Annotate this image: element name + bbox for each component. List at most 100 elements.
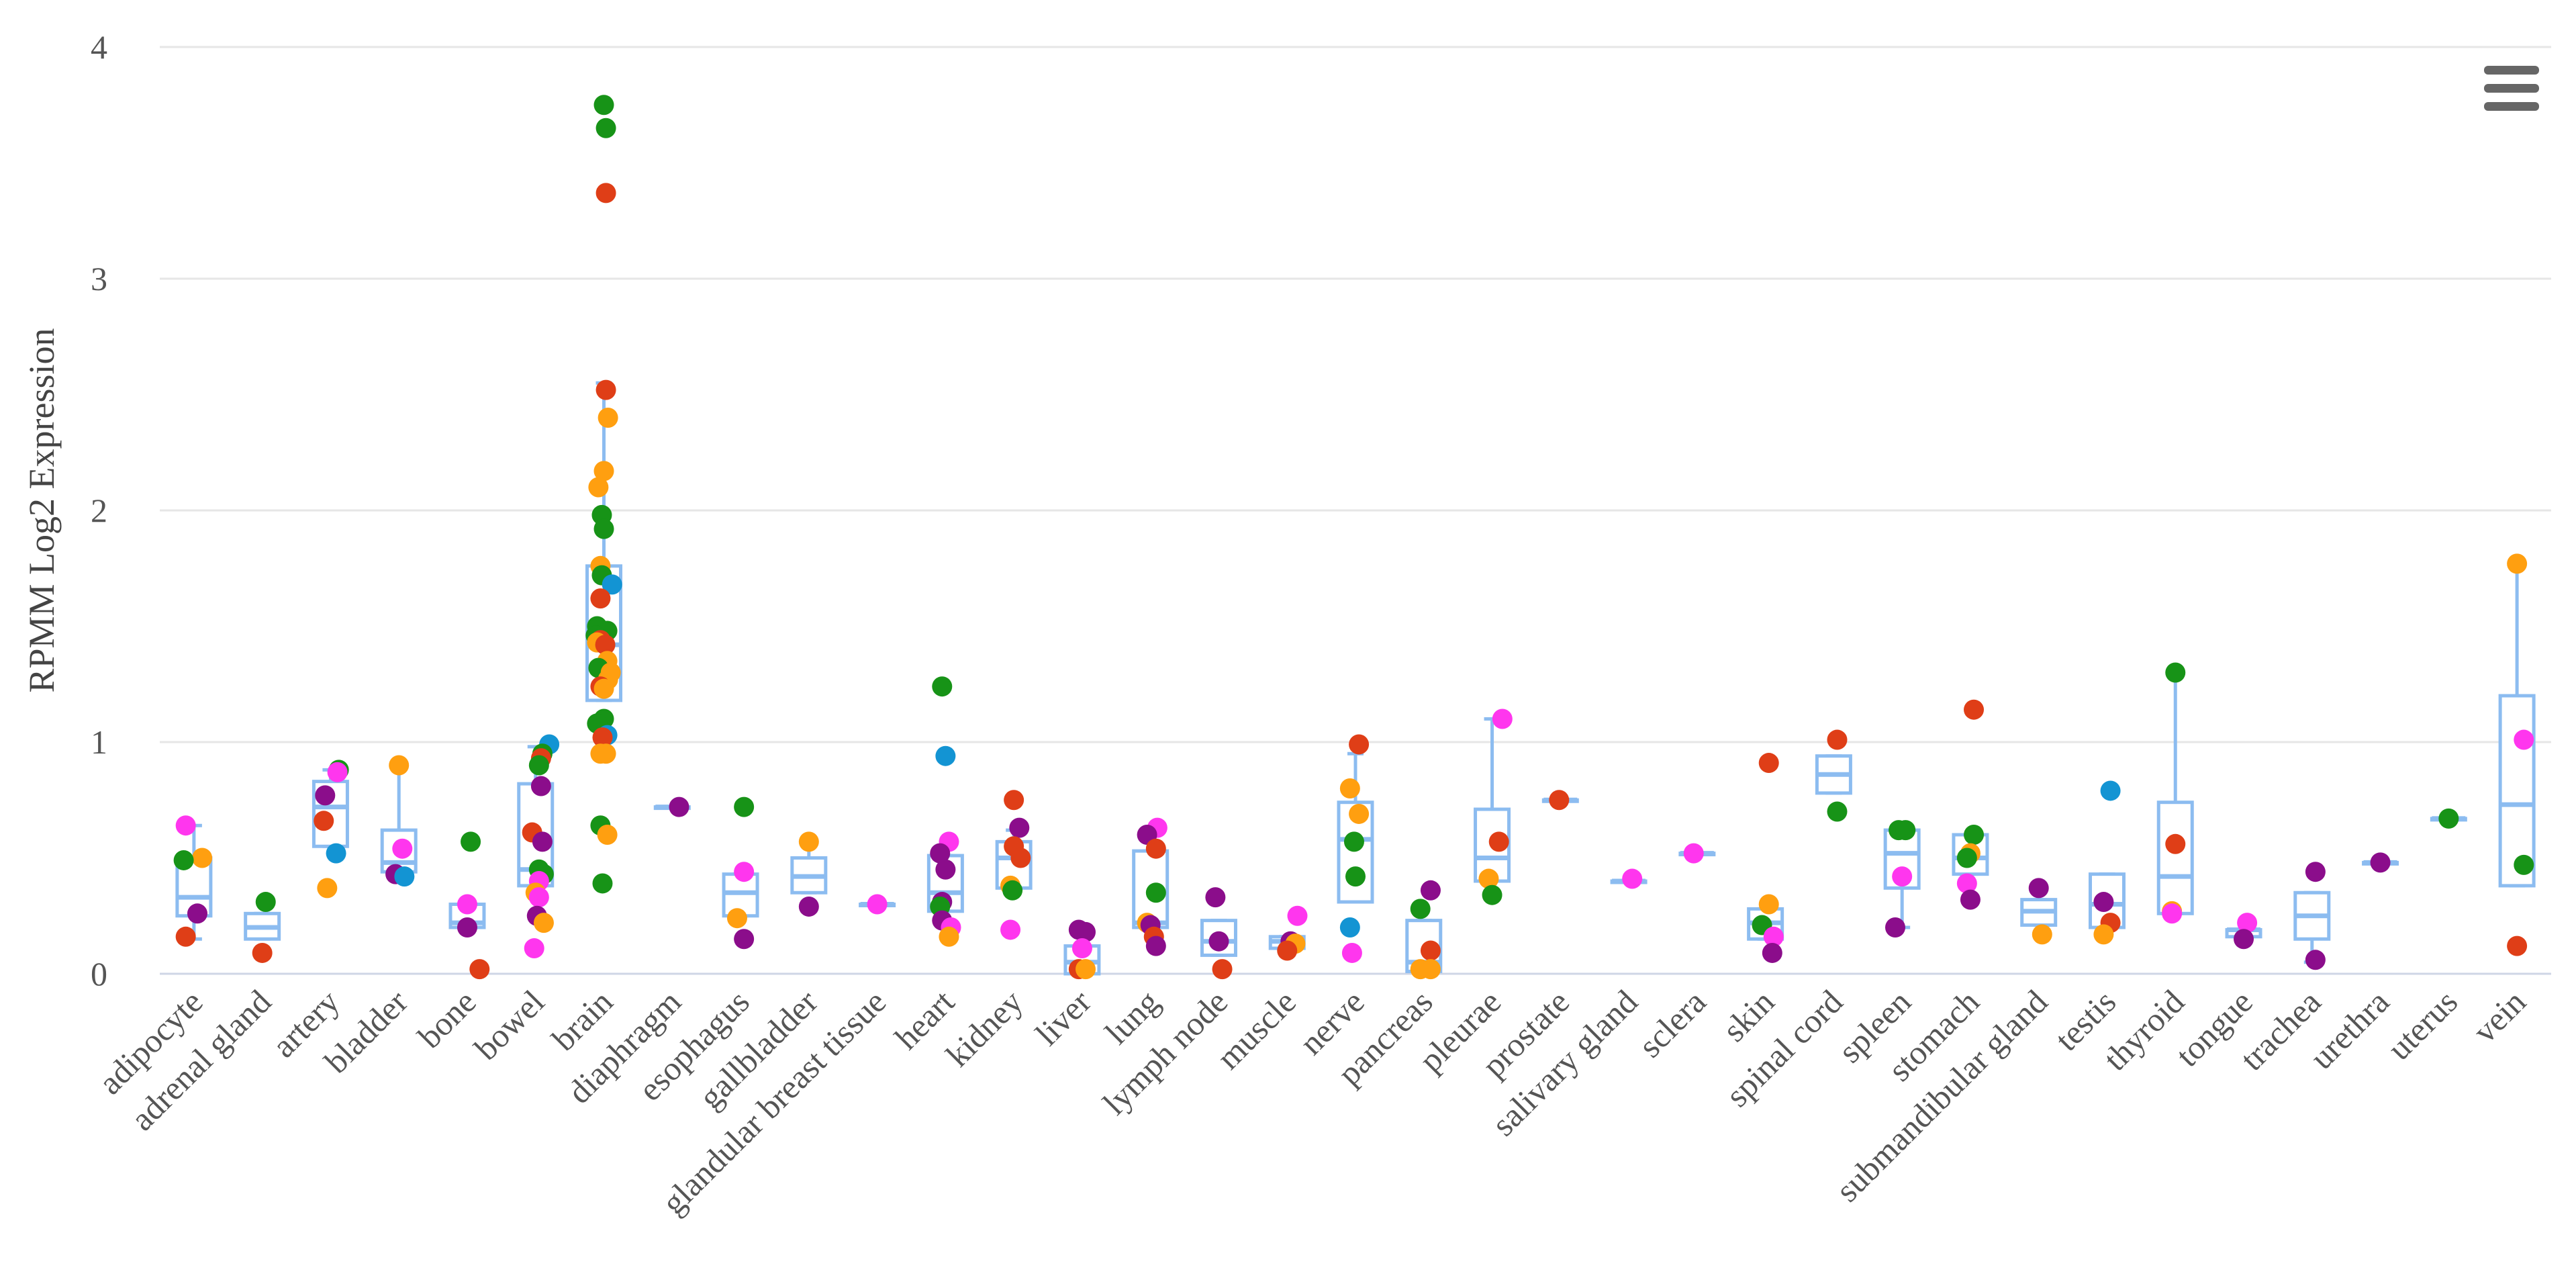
y-tick-label: 0 xyxy=(91,955,107,993)
data-point-magenta xyxy=(1622,868,1643,889)
data-point-red xyxy=(1212,959,1233,980)
x-tick-label: vein xyxy=(2465,982,2532,1050)
data-point-red xyxy=(590,588,611,609)
data-point-orange xyxy=(588,477,609,498)
data-point-red xyxy=(314,811,334,831)
data-point-purple xyxy=(2234,929,2254,950)
data-point-red xyxy=(595,379,616,400)
data-point-blue xyxy=(2100,780,2121,801)
data-point-red xyxy=(1145,838,1166,859)
data-point-green xyxy=(1895,820,1916,841)
y-tick-label: 4 xyxy=(91,28,107,66)
data-point-red xyxy=(1010,848,1031,868)
data-point-orange xyxy=(2093,924,2114,945)
data-point-green xyxy=(595,118,616,138)
data-point-blue xyxy=(935,745,956,766)
data-point-orange xyxy=(192,848,213,868)
data-point-green xyxy=(1002,880,1023,901)
data-point-orange xyxy=(1349,803,1370,824)
data-point-green xyxy=(2514,854,2534,875)
data-point-orange xyxy=(1420,959,1441,980)
data-point-green xyxy=(1827,801,1848,822)
data-point-red xyxy=(1549,790,1570,811)
y-tick-label: 3 xyxy=(91,260,107,298)
data-point-green xyxy=(2165,662,2186,683)
data-point-green xyxy=(1410,899,1431,919)
data-point-purple xyxy=(532,831,553,852)
box-rect xyxy=(2156,801,2194,915)
box-bladder xyxy=(380,764,418,878)
box-submandibular-gland xyxy=(2020,898,2058,927)
data-point-orange xyxy=(593,678,614,699)
y-axis-title: RPMM Log2 Expression xyxy=(21,328,62,692)
data-point-orange xyxy=(2032,924,2052,945)
box-rect xyxy=(2498,694,2536,888)
x-tick-label: sclera xyxy=(1631,982,1713,1064)
y-tick-label: 1 xyxy=(91,723,107,761)
data-point-purple xyxy=(1420,880,1441,901)
data-point-purple xyxy=(2370,852,2391,873)
x-tick-label: liver xyxy=(1028,982,1098,1053)
box-artery xyxy=(312,768,349,848)
scatter-points xyxy=(173,95,2534,980)
data-point-green xyxy=(528,755,549,776)
data-point-magenta xyxy=(1000,919,1021,940)
box-spinal-cord xyxy=(1815,754,1852,795)
data-point-purple xyxy=(187,903,207,924)
data-point-orange xyxy=(1478,868,1499,889)
data-point-orange xyxy=(317,878,338,899)
data-point-purple xyxy=(1076,921,1096,942)
data-point-magenta xyxy=(1287,905,1308,926)
data-point-green xyxy=(1343,831,1364,852)
data-point-green xyxy=(1956,848,1977,868)
box-vein xyxy=(2498,561,2536,888)
data-point-magenta xyxy=(1956,873,1977,894)
data-point-red xyxy=(1488,831,1509,852)
data-point-green xyxy=(592,873,613,894)
box-thyroid xyxy=(2156,671,2194,915)
data-point-purple xyxy=(669,796,689,817)
data-point-purple xyxy=(457,917,477,938)
data-point-orange xyxy=(939,926,959,947)
data-point-orange xyxy=(2507,553,2528,574)
data-point-purple xyxy=(930,843,951,864)
data-point-orange xyxy=(798,831,819,852)
data-point-purple xyxy=(1960,889,1981,910)
data-point-magenta xyxy=(734,862,755,882)
y-axis-ticks: 0 1 2 3 4 xyxy=(91,28,107,993)
x-tick-label: kidney xyxy=(939,982,1030,1074)
data-point-orange xyxy=(598,408,618,428)
data-point-magenta xyxy=(1341,942,1362,963)
data-point-orange xyxy=(597,825,618,845)
data-point-red xyxy=(595,635,616,655)
data-point-green xyxy=(1482,884,1502,905)
data-point-orange xyxy=(1758,894,1779,915)
data-point-red xyxy=(2165,833,2186,854)
data-point-purple xyxy=(798,896,819,917)
data-point-green xyxy=(1964,825,1985,845)
data-point-red xyxy=(252,942,273,963)
hamburger-menu-icon[interactable] xyxy=(2477,60,2542,125)
data-point-green xyxy=(593,518,614,539)
data-point-purple xyxy=(1145,935,1166,956)
data-point-purple xyxy=(2028,878,2049,899)
data-point-magenta xyxy=(2162,903,2183,924)
data-point-green xyxy=(461,831,481,852)
data-point-purple xyxy=(1762,942,1782,963)
data-point-red xyxy=(175,926,196,947)
data-point-magenta xyxy=(2237,913,2258,933)
x-tick-label: muscle xyxy=(1209,982,1303,1077)
data-point-purple xyxy=(2093,892,2114,913)
data-point-magenta xyxy=(1492,708,1513,729)
data-point-purple xyxy=(935,859,956,880)
data-point-magenta xyxy=(1892,866,1913,887)
data-point-red xyxy=(1827,729,1848,750)
data-point-orange xyxy=(389,755,410,776)
data-point-blue xyxy=(1339,917,1360,938)
y-tick-label: 2 xyxy=(91,492,107,529)
data-point-magenta xyxy=(392,838,413,859)
data-point-magenta xyxy=(528,887,549,908)
box-pleurae xyxy=(1474,717,1511,883)
